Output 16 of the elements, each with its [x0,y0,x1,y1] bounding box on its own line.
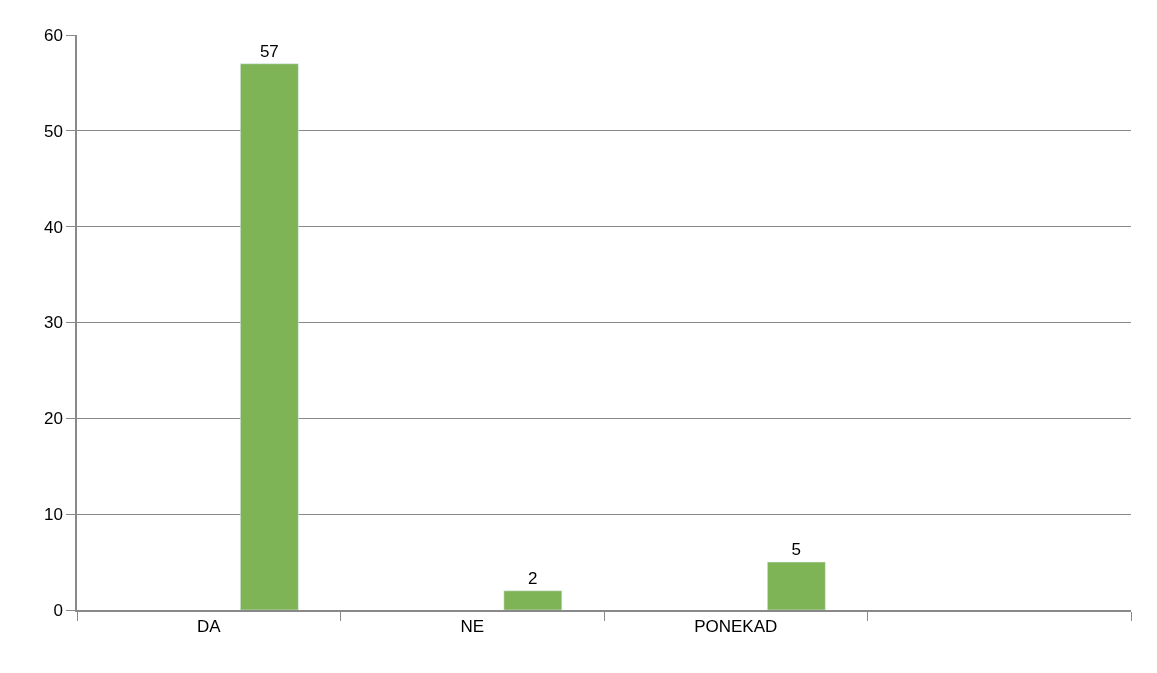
y-tick-label: 60 [43,25,63,45]
bar [767,561,826,610]
data-label: 57 [259,41,279,61]
y-tick-label: 10 [43,505,63,525]
x-tick-label: PONEKAD [694,617,778,637]
y-tick-label: 50 [43,121,63,141]
bar [503,590,563,610]
x-tick-label: DA [196,617,222,637]
y-tick-label: 20 [43,409,63,429]
data-label: 5 [791,540,802,560]
y-tick-label: 0 [53,600,63,620]
bar [240,63,299,610]
x-tick-label: NE [460,617,485,637]
y-tick-label: 30 [43,313,63,333]
data-label: 2 [528,568,538,588]
y-tick-label: 40 [43,217,63,237]
